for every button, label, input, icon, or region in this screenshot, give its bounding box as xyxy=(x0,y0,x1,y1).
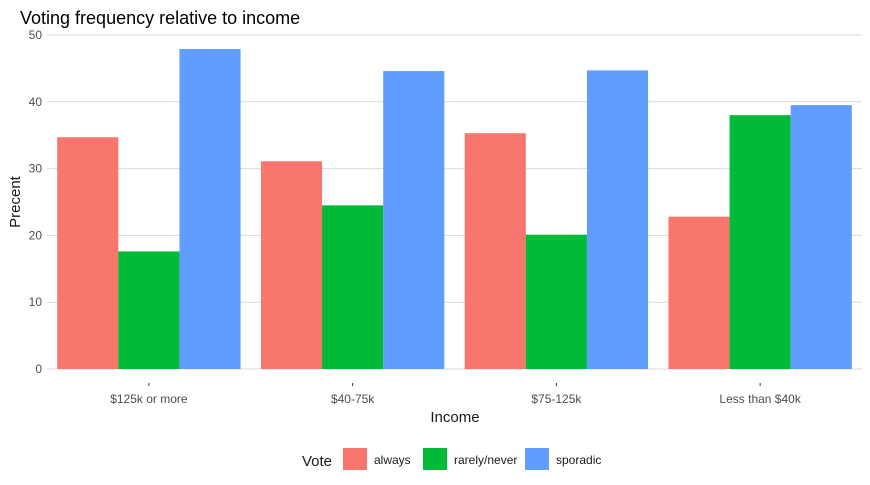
legend-title: Vote xyxy=(302,453,332,470)
legend-key xyxy=(525,448,549,470)
bar-rarely-never xyxy=(322,205,384,369)
legend-label: always xyxy=(374,453,411,467)
y-tick-label: 40 xyxy=(29,95,43,109)
bars xyxy=(57,49,852,370)
y-tick-label: 0 xyxy=(35,362,42,376)
bar-always xyxy=(668,216,730,369)
bar-always xyxy=(57,137,119,369)
bar-sporadic xyxy=(383,71,445,370)
x-tick-label: $75-125k xyxy=(531,392,582,406)
y-tick-label: 50 xyxy=(29,28,43,42)
x-tick-label: Less than $40k xyxy=(719,392,801,406)
x-tick-label: $125k or more xyxy=(110,392,188,406)
bar-rarely-never xyxy=(525,234,587,369)
y-tick-label: 10 xyxy=(29,295,43,309)
legend-key xyxy=(343,448,367,470)
chart-title: Voting frequency relative to income xyxy=(20,8,300,28)
bar-rarely-never xyxy=(118,251,180,369)
y-axis-ticks: 0 10 20 30 40 50 xyxy=(29,28,43,376)
x-axis-label: Income xyxy=(430,409,479,426)
bar-sporadic xyxy=(790,105,852,369)
x-axis-ticks: $125k or more $40-75k $75-125k Less than $4… xyxy=(110,383,802,406)
bar-always xyxy=(260,161,323,369)
legend-label: sporadic xyxy=(556,453,601,467)
legend-key xyxy=(423,448,447,470)
bar-rarely-never xyxy=(729,115,791,369)
legend: Vote always rarely/never sporadic xyxy=(302,448,601,470)
y-tick-label: 30 xyxy=(29,162,43,176)
bar-sporadic xyxy=(179,49,241,369)
y-axis-label: Precent xyxy=(7,175,24,228)
bar-always xyxy=(464,133,526,369)
y-tick-label: 20 xyxy=(29,228,43,242)
bar-sporadic xyxy=(586,70,649,370)
legend-label: rarely/never xyxy=(454,453,517,467)
x-tick-label: $40-75k xyxy=(331,392,375,406)
